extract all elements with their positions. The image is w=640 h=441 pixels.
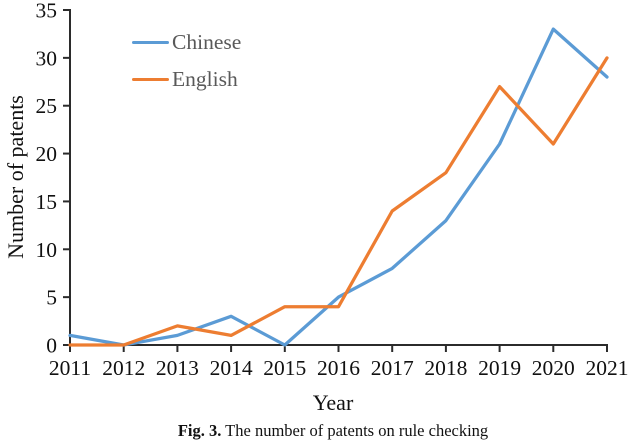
x-axis-title: Year <box>312 390 354 415</box>
y-tick-label: 20 <box>36 142 58 166</box>
y-tick-label: 0 <box>46 334 57 358</box>
x-tick-label: 2012 <box>102 356 145 380</box>
y-tick-label: 25 <box>36 94 58 118</box>
chart-legend: Chinese English <box>132 24 241 98</box>
x-tick-label: 2017 <box>371 356 414 380</box>
legend-swatch-english <box>132 77 169 82</box>
legend-swatch-chinese <box>132 40 169 45</box>
figure-caption-label: Fig. 3. <box>177 421 222 440</box>
legend-item-english: English <box>132 61 241 98</box>
x-tick-label: 2015 <box>263 356 306 380</box>
y-axis-title: Number of patents <box>3 95 28 259</box>
figure-caption: Fig. 3. The number of patents on rule ch… <box>178 421 488 441</box>
legend-label-chinese: Chinese <box>172 29 242 54</box>
x-tick-label: 2016 <box>317 356 360 380</box>
figure-caption-text: The number of patents on rule checking <box>221 421 489 440</box>
legend-item-chinese: Chinese <box>132 24 241 61</box>
x-tick-label: 2021 <box>586 356 629 380</box>
legend-label-english: English <box>172 66 238 91</box>
x-tick-label: 2011 <box>49 356 91 380</box>
x-tick-label: 2013 <box>156 356 199 380</box>
x-tick-label: 2019 <box>478 356 521 380</box>
x-tick-label: 2018 <box>424 356 467 380</box>
x-tick-label: 2014 <box>210 356 253 380</box>
y-tick-label: 10 <box>36 238 58 262</box>
y-tick-label: 5 <box>46 286 57 310</box>
y-tick-label: 35 <box>36 0 58 23</box>
y-tick-label: 15 <box>36 190 58 214</box>
x-tick-label: 2020 <box>532 356 575 380</box>
y-tick-label: 30 <box>36 46 58 70</box>
series-line-english <box>68 56 609 347</box>
